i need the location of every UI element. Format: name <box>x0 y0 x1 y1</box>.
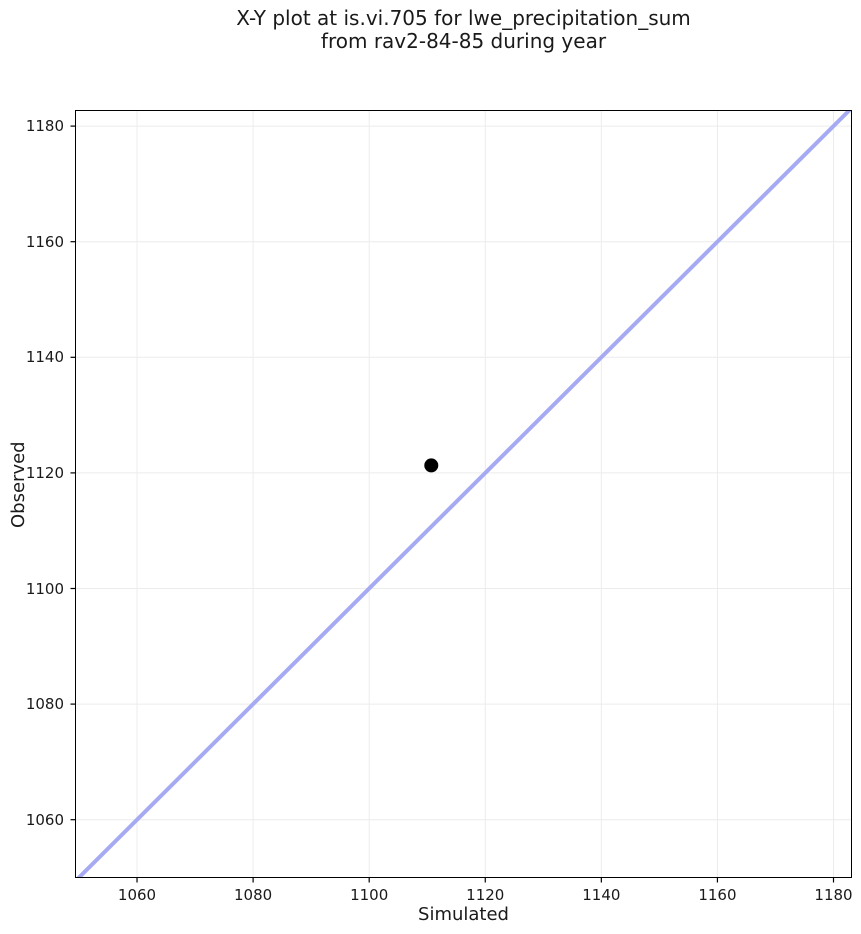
x-tick-label: 1100 <box>350 886 389 904</box>
y-tick-label: 1160 <box>25 232 64 251</box>
y-tick-label: 1140 <box>25 348 64 367</box>
chart-title-line-2: from rav2-84-85 during year <box>320 29 607 53</box>
x-axis-label: Simulated <box>418 904 509 925</box>
data-point <box>424 458 439 473</box>
y-tick-label: 1120 <box>25 463 64 482</box>
y-tick-label: 1080 <box>25 695 64 714</box>
y-tick-label: 1060 <box>25 810 64 829</box>
x-tick-label: 1180 <box>814 886 853 904</box>
y-tick-label: 1100 <box>25 579 64 598</box>
gridlines <box>75 110 852 878</box>
chart-title: X-Y plot at is.vi.705 for lwe_precipitat… <box>75 7 852 53</box>
plot-border <box>75 110 852 878</box>
x-tick-label: 1060 <box>117 886 157 904</box>
chart-title-line-1: X-Y plot at is.vi.705 for lwe_precipitat… <box>236 6 691 30</box>
identity-line <box>76 110 852 878</box>
x-tick-label: 1160 <box>698 886 737 904</box>
tick-marks <box>70 125 835 883</box>
y-tick-label: 1180 <box>25 117 64 136</box>
x-tick-label: 1080 <box>234 886 273 904</box>
x-tick-label: 1140 <box>582 886 621 904</box>
x-tick-label: 1120 <box>466 886 505 904</box>
y-axis-label: Observed <box>8 441 29 528</box>
series-observed-vs-simulated-point <box>424 458 439 473</box>
